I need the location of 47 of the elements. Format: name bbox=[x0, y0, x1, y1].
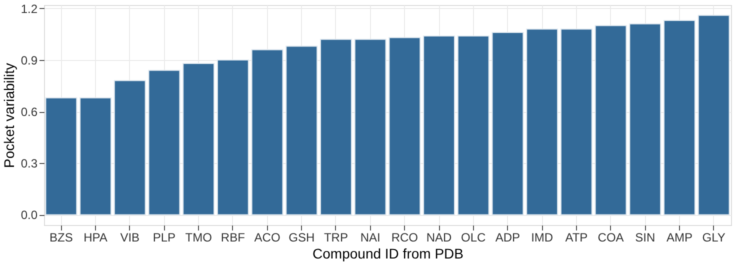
y-tick-label: 0.9 bbox=[20, 54, 38, 68]
bar bbox=[560, 28, 592, 216]
x-tick-label: PLP bbox=[152, 230, 176, 244]
bar bbox=[251, 49, 284, 216]
bar bbox=[698, 14, 730, 216]
y-tick-label: 1.2 bbox=[20, 2, 38, 16]
x-tick-label: RCO bbox=[391, 230, 418, 244]
bar bbox=[492, 32, 524, 216]
x-tick-label: ADP bbox=[495, 230, 520, 244]
x-tick-label: NAD bbox=[426, 230, 452, 244]
x-tick-label: TRP bbox=[324, 230, 348, 244]
x-axis-title: Compound ID from PDB bbox=[312, 246, 464, 262]
bar bbox=[388, 37, 421, 216]
x-tick-label: NAI bbox=[360, 230, 380, 244]
x-tick-label: ATP bbox=[565, 230, 588, 244]
x-tick-label: BZS bbox=[50, 230, 73, 244]
x-tick-label: RBF bbox=[220, 230, 245, 244]
x-tick-label: IMD bbox=[531, 230, 554, 244]
x-tick-label: ACO bbox=[254, 230, 280, 244]
bar bbox=[594, 25, 627, 216]
x-tick-label: AMP bbox=[666, 230, 692, 244]
x-tick-label: COA bbox=[598, 230, 624, 244]
y-axis-title: Pocket variability bbox=[0, 62, 17, 168]
bar bbox=[216, 60, 249, 216]
bar bbox=[148, 70, 180, 216]
bar bbox=[182, 62, 215, 216]
y-tick-label: 0.3 bbox=[20, 156, 38, 171]
bar bbox=[423, 35, 455, 216]
bar bbox=[457, 35, 490, 216]
x-tick-label: GLY bbox=[702, 230, 726, 244]
bar bbox=[114, 80, 146, 216]
y-tick-label: 0.0 bbox=[20, 208, 38, 222]
bar bbox=[629, 23, 662, 216]
bar bbox=[286, 46, 318, 216]
bar bbox=[80, 97, 112, 216]
x-tick-label: GSH bbox=[288, 230, 315, 244]
bar bbox=[664, 20, 696, 216]
bar bbox=[354, 38, 386, 216]
y-tick-label: 0.6 bbox=[20, 105, 38, 120]
x-tick-label: VIB bbox=[120, 230, 140, 244]
x-tick-label: OLC bbox=[461, 230, 486, 244]
x-tick-label: SIN bbox=[635, 230, 656, 244]
x-tick-label: HPA bbox=[84, 230, 108, 244]
bar bbox=[526, 28, 558, 216]
x-tick-label: TMO bbox=[185, 230, 212, 244]
bar bbox=[45, 97, 78, 216]
bar bbox=[320, 38, 352, 216]
